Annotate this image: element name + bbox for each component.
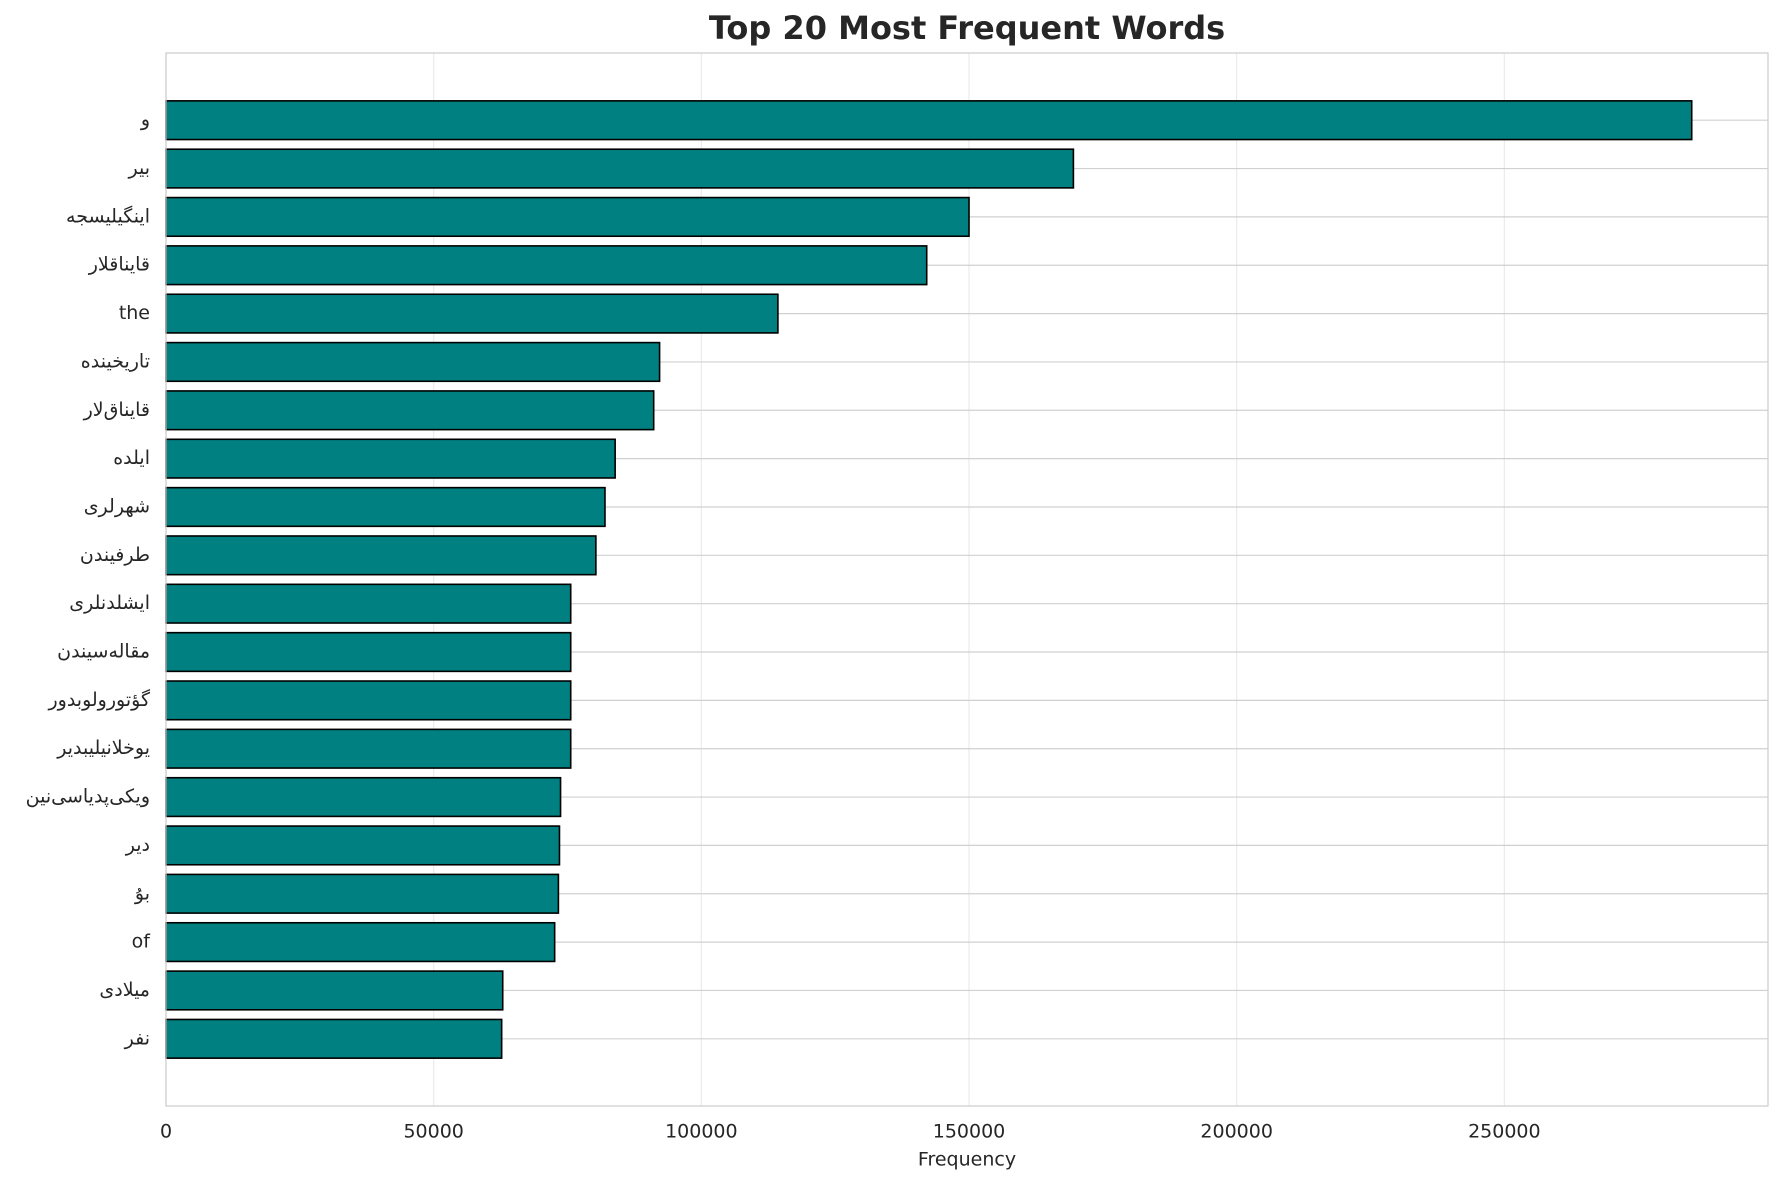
bar: [165, 100, 1693, 141]
y-tick-label: طرفیندن: [80, 544, 150, 566]
bar: [165, 825, 561, 866]
y-tick-label: شهرلری: [84, 495, 150, 517]
bar: [165, 970, 504, 1011]
bar: [165, 583, 572, 624]
y-tick-label: میلادی: [99, 979, 150, 1001]
bar: [165, 873, 560, 914]
plot-frame: [165, 52, 1769, 1107]
x-tick-label: 150000: [933, 1121, 1006, 1143]
bar: [165, 1018, 503, 1059]
chart-title: Top 20 Most Frequent Words: [709, 9, 1225, 47]
y-tick-label: ایشلدنلری: [69, 592, 150, 614]
y-tick-label: قایناق‌لار: [83, 399, 150, 421]
bar: [165, 680, 572, 721]
y-tick-label: اینگیلیسجه: [66, 204, 150, 227]
y-tick-label: ویکی‌پدیاسی‌نین: [26, 786, 150, 808]
bar: [165, 148, 1075, 189]
bar: [165, 196, 970, 238]
bar: [165, 341, 661, 383]
bar: [165, 245, 928, 286]
y-tick-label: و: [140, 109, 150, 131]
bar: [165, 728, 572, 769]
y-tick-label: تاریخینده: [81, 350, 150, 372]
bar: [165, 921, 556, 963]
y-tick-label: of: [132, 931, 152, 953]
x-tick-label: 250000: [1468, 1121, 1541, 1143]
x-axis-label: Frequency: [918, 1149, 1016, 1171]
bar: [165, 486, 606, 528]
bar: [165, 535, 597, 576]
bar: [165, 438, 616, 479]
x-tick-label: 50000: [403, 1121, 463, 1143]
y-tick-label: یوخلانیلیبدیر: [56, 737, 150, 759]
bar: [165, 776, 562, 818]
y-tick-label: بۇ: [134, 882, 150, 904]
y-tick-label: قایناقلار: [88, 254, 150, 276]
bar: [165, 631, 572, 673]
bar: [165, 390, 655, 431]
x-tick-label: 200000: [1200, 1121, 1273, 1143]
y-tick-label: بیر: [127, 157, 150, 179]
x-tick-label: 0: [160, 1121, 172, 1143]
y-tick-label: دیر: [125, 834, 150, 856]
y-tick-label: ایلده: [113, 447, 150, 469]
y-tick-label: the: [119, 302, 150, 324]
y-tick-label: مقاله‌سیندن: [57, 641, 150, 663]
y-tick-label: گؤتورولوبدور: [47, 688, 150, 711]
bar: [165, 293, 779, 334]
y-tick-label: نفر: [124, 1027, 150, 1049]
x-tick-label: 100000: [665, 1121, 738, 1143]
